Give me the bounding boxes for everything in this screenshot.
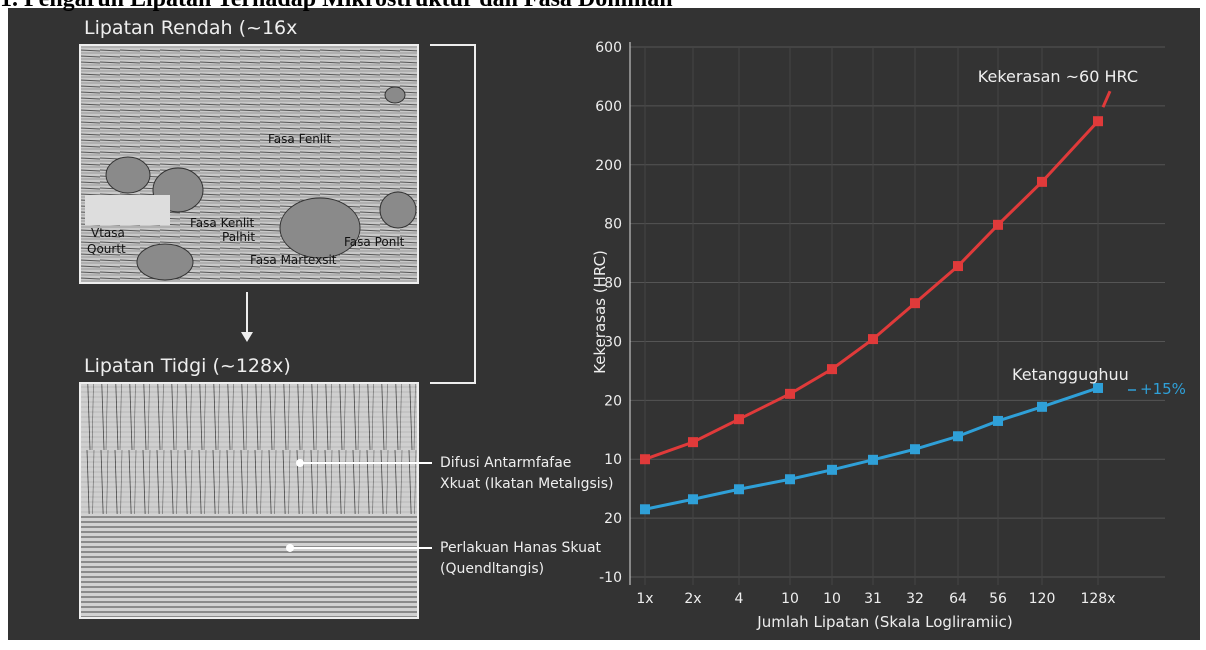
phase-label: Palhit [222, 230, 255, 244]
callout: Xkuat (Ikatan Metalıgsis) [440, 476, 613, 492]
marker [734, 484, 744, 495]
callout: Difusi Antarmfafae [440, 455, 571, 471]
phase-label: Vtasa [91, 226, 125, 240]
phase-label: Fasa Fenlit [268, 132, 331, 146]
x-axis-label: Jumlah Lipatan (Skala Logliramiic) [756, 613, 1012, 631]
x-tick-label: 1x [636, 591, 653, 607]
callout: (Quendltangis) [440, 561, 544, 577]
y-tick-label: 30 [604, 334, 622, 350]
callout: Perlakuan Hanas Skuat [440, 540, 602, 556]
bracket [430, 44, 476, 384]
marker [868, 334, 878, 345]
y-tick-label: 600 [595, 40, 622, 56]
y-tick-label: 80 [604, 217, 622, 233]
marker [1037, 401, 1047, 412]
y-tick-label: 600 [595, 99, 622, 115]
marker [640, 454, 650, 465]
marker [734, 414, 744, 425]
x-tick-label: 31 [864, 591, 882, 607]
trend-dash [1101, 90, 1112, 108]
phase-label: Fasa Kenlit [190, 216, 255, 230]
legend-label: Kekerasan ~60 HRC [978, 67, 1138, 86]
y-tick-label: 200 [595, 158, 622, 174]
marker [688, 437, 698, 448]
marker [993, 219, 1003, 230]
marker [1037, 176, 1047, 187]
marker [993, 415, 1003, 426]
grains [85, 86, 417, 281]
marker [953, 431, 963, 442]
phase-label: Qourtt [87, 242, 126, 256]
marker [1093, 382, 1103, 393]
legend-label: Ketanggughuu [1012, 365, 1129, 384]
x-tick-label: 64 [949, 591, 967, 607]
y-tick-label: 20 [604, 511, 622, 527]
panel-title: Lipatan Rendah (~16x [84, 17, 297, 39]
y-tick-label: 80 [604, 276, 622, 292]
x-tick-label: 128x [1080, 591, 1115, 607]
marker [827, 364, 837, 375]
marker [953, 261, 963, 272]
y-tick-label: -10 [599, 570, 622, 586]
x-tick-label: 10 [781, 591, 799, 607]
marker [868, 454, 878, 465]
annotation: +15% [1140, 380, 1186, 398]
marker [910, 444, 920, 455]
y-axis-label: Kekerasas (HRC) [591, 250, 609, 374]
y-tick-label: 20 [604, 393, 622, 409]
x-tick-label: 2x [684, 591, 701, 607]
x-tick-label: 4 [735, 591, 744, 607]
x-tick-label: 120 [1029, 591, 1056, 607]
panel-title: Lipatan Tidgi (~128x) [84, 355, 291, 377]
phase-label: Fasa Ponlt [344, 235, 405, 249]
marker [827, 464, 837, 475]
x-tick-label: 32 [906, 591, 924, 607]
marker [785, 474, 795, 485]
callout-lines [286, 459, 432, 552]
marker [640, 504, 650, 515]
phase-label: Fasa Martexsit [250, 253, 337, 267]
needles [81, 384, 417, 514]
chart: -10 20 10 20 30 80 80 200 600 600 1x 2x 4 10 10 31 32 64 5… [591, 40, 1186, 631]
marker [1093, 116, 1103, 127]
x-tick-label: 56 [989, 591, 1007, 607]
x-tick-label: 10 [823, 591, 841, 607]
marker [785, 388, 795, 399]
y-tick-label: 10 [604, 452, 622, 468]
marker [910, 298, 920, 309]
page-title: 1. Pengaruh Lipatan Terhadap Mikrostrukt… [0, 0, 673, 12]
marker [688, 494, 698, 505]
arrow-head [241, 332, 253, 342]
